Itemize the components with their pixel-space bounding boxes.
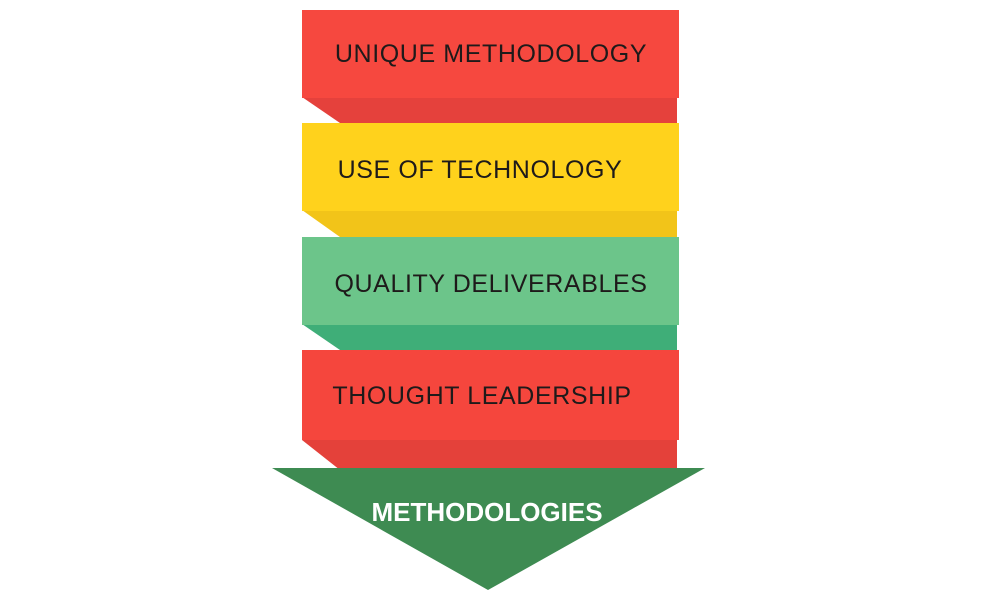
band-4-rect <box>302 350 679 440</box>
band-3-rect <box>302 237 679 325</box>
band-2-label: USE OF TECHNOLOGY <box>338 156 623 184</box>
fold-2 <box>302 210 677 237</box>
band-1-rect <box>302 10 679 98</box>
band-use-of-technology: USE OF TECHNOLOGY <box>302 123 679 211</box>
arrow-label: METHODOLOGIES <box>371 497 602 527</box>
band-thought-leadership: THOUGHT LEADERSHIP <box>302 350 679 440</box>
arrow-shape <box>272 468 705 590</box>
band-3-label: QUALITY DELIVERABLES <box>334 270 647 298</box>
band-quality-deliverables: QUALITY DELIVERABLES <box>302 237 679 325</box>
band-2-rect <box>302 123 679 211</box>
fold-1 <box>302 97 677 123</box>
fold-4 <box>302 440 677 470</box>
band-4-label: THOUGHT LEADERSHIP <box>332 382 631 410</box>
fold-3 <box>302 324 677 350</box>
band-folds <box>302 97 677 470</box>
band-unique-methodology: UNIQUE METHODOLOGY <box>302 10 679 98</box>
band-1-label: UNIQUE METHODOLOGY <box>335 40 647 68</box>
methodologies-arrow: METHODOLOGIES <box>272 468 705 590</box>
